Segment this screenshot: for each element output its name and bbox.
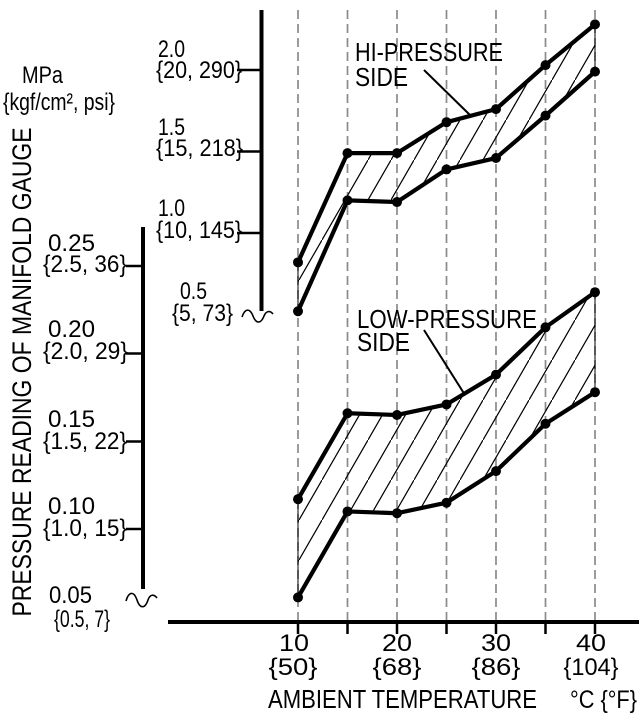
hi-tick-alt: {5, 73} — [172, 300, 233, 327]
hi-pressure-side-lower-limit-point-40c — [590, 66, 600, 77]
low-tick-mpa: 0.15 — [48, 406, 95, 433]
hi-pressure-side-upper-limit-point-10c — [293, 257, 303, 268]
low-tick-mpa: 0.10 — [48, 493, 95, 520]
low-tick-alt: {1.0, 15} — [43, 515, 127, 542]
low-pressure-side-upper-limit-point-30c — [491, 369, 501, 380]
hi-pressure-side-lower-limit-point-10c — [293, 306, 303, 317]
hi-pressure-side-lower-limit-point-30c — [491, 153, 501, 164]
hi-pressure-side-label-line1: HI-PRESSURE — [355, 37, 503, 67]
x-tick-fahrenheit: {50} — [269, 654, 318, 681]
low-tick-mpa: 0.05 — [49, 582, 92, 609]
low-pressure-side-upper-limit-point-15c — [342, 408, 353, 419]
low-scale-tick-marks — [126, 264, 142, 531]
hi-tick-alt: {20, 290} — [156, 57, 242, 84]
low-pressure-side-upper-limit-point-20c — [392, 409, 402, 420]
hi-pressure-side-upper-limit-point-40c — [590, 19, 600, 30]
y-axis-title: PRESSURE READING OF MANIFOLD GAUGE — [7, 128, 37, 617]
low-tick-alt: {2.0, 29} — [43, 338, 128, 365]
low-tick-alt: {1.5, 22} — [43, 428, 127, 455]
hi-scale-tick-marks — [237, 68, 260, 235]
unit-note-kgf-psi: {kgf/cm², psi} — [3, 89, 115, 116]
hi-tick-mpa: 1.5 — [158, 114, 185, 141]
x-tick-celsius: 10 — [279, 630, 309, 657]
low-tick-alt: {0.5, 7} — [54, 606, 110, 633]
hi-pressure-side-lower-limit-point-35c — [540, 110, 551, 121]
pressure-limit-curves — [293, 19, 600, 603]
x-axis-units: °C {°F} — [570, 686, 637, 714]
low-tick-mpa: 0.25 — [48, 230, 95, 257]
hi-tick-mpa: 0.5 — [180, 278, 207, 305]
low-pressure-side-lower-limit-point-35c — [540, 418, 551, 429]
x-tick-celsius: 40 — [576, 630, 606, 657]
hi-pressure-side-lower-limit-point-25c — [441, 164, 452, 175]
low-pressure-side-upper-limit-point-40c — [590, 287, 600, 298]
low-pressure-side-lower-limit-point-30c — [491, 466, 501, 477]
x-tick-fahrenheit: {86} — [472, 654, 521, 681]
low-pressure-side-lower-limit-point-20c — [392, 508, 402, 519]
low-axis-break-squiggle — [125, 592, 158, 608]
hi-pressure-side-upper-limit-point-15c — [342, 148, 353, 159]
hi-pressure-side-label-line2: SIDE — [355, 62, 408, 92]
unit-note-mpa: MPa — [22, 62, 64, 89]
low-pressure-side-upper-limit-point-25c — [441, 399, 452, 410]
low-pressure-side-upper-limit-point-10c — [293, 494, 303, 505]
hi-pressure-label-leader-line — [423, 69, 472, 117]
low-pressure-side-lower-limit-point-15c — [342, 506, 353, 517]
hi-tick-alt: {15, 218} — [156, 135, 243, 162]
low-pressure-side-lower-limit-point-40c — [590, 387, 600, 398]
x-tick-fahrenheit: {68} — [373, 654, 422, 681]
low-tick-mpa: 0.20 — [48, 316, 95, 343]
low-pressure-side-label-line1: LOW-PRESSURE — [357, 304, 537, 334]
x-tick-fahrenheit: {104} — [564, 654, 619, 681]
hi-axis-break-squiggle — [241, 309, 274, 323]
x-tick-celsius: 30 — [481, 630, 511, 657]
hi-tick-mpa: 1.0 — [158, 195, 185, 222]
x-axis-title: AMBIENT TEMPERATURE — [268, 684, 537, 714]
low-tick-alt: {2.5, 36} — [43, 251, 127, 278]
hi-pressure-side-lower-limit-point-15c — [342, 195, 353, 206]
low-pressure-side-lower-limit-point-10c — [293, 592, 303, 603]
hi-pressure-side-upper-limit-point-35c — [540, 60, 551, 71]
hi-tick-alt: {10, 145} — [156, 217, 242, 244]
hi-scale-labels: 2.0 {20, 290} 1.5 {15, 218} 1.0 {10, 145… — [156, 36, 243, 327]
low-pressure-side-upper-limit-point-35c — [540, 322, 551, 333]
hi-pressure-side-upper-limit-point-20c — [392, 148, 402, 159]
hi-pressure-side-upper-limit-point-30c — [491, 104, 501, 115]
hi-pressure-side-upper-limit-point-25c — [441, 117, 452, 128]
hi-tick-mpa: 2.0 — [158, 36, 185, 63]
low-pressure-side-label-line2: SIDE — [357, 327, 410, 357]
low-pressure-side-lower-limit-point-25c — [441, 497, 452, 508]
low-pressure-label-leader-line — [423, 329, 466, 396]
hi-pressure-side-lower-limit-point-20c — [392, 197, 402, 208]
low-scale-labels: 0.25 {2.5, 36} 0.20 {2.0, 29} 0.15 {1.5,… — [43, 230, 128, 633]
x-axis-labels: 10 {50} 20 {68} 30 {86} 40 {104} — [269, 630, 619, 681]
x-tick-celsius: 20 — [382, 630, 412, 657]
band-labels: HI-PRESSURE SIDE LOW-PRESSURE SIDE — [355, 37, 537, 357]
